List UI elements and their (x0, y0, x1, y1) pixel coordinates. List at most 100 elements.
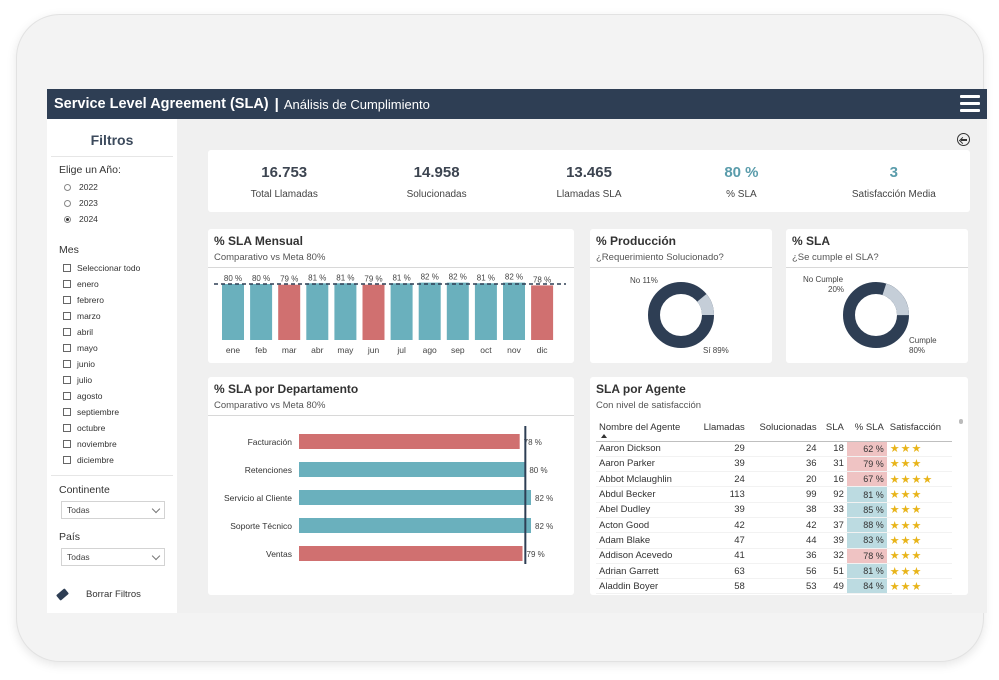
satisfaction-stars-icon: ★★★ (886, 502, 952, 518)
kpi-panel: 16.753 Total Llamadas 14.958 Solucionada… (208, 150, 970, 212)
production-card: % Producción ¿Requerimiento Solucionado?… (590, 229, 772, 363)
checkbox-icon (63, 408, 71, 416)
donut-label-si: Sí 89% (703, 346, 729, 355)
bar-value-label: 81 % (477, 273, 495, 282)
year-option-2024[interactable]: 2024 (47, 211, 177, 227)
donut-label-no: No Cumple (803, 275, 844, 284)
bar-dic (531, 285, 554, 340)
kpi-label: Satisfacción Media (851, 189, 936, 200)
calls-cell: 41 (694, 548, 748, 564)
column-header-sla[interactable]: SLA (825, 422, 844, 433)
agent-name-cell: Abel Dudley (596, 502, 694, 518)
production-donut-chart: No 11% Sí 89% (630, 276, 729, 355)
month-option[interactable]: Seleccionar todo (47, 260, 177, 276)
department-sla-card: % SLA por Departamento Comparativo vs Me… (208, 377, 574, 595)
monthly-sla-subtitle: Comparativo vs Meta 80% (214, 252, 326, 263)
back-arrow-icon[interactable] (957, 133, 970, 146)
month-option[interactable]: septiembre (47, 404, 177, 420)
month-option[interactable]: marzo (47, 308, 177, 324)
column-header-agent[interactable]: Nombre del Agente (596, 419, 694, 441)
country-dropdown[interactable]: Todas (61, 548, 165, 566)
bar-ene (222, 284, 244, 340)
table-row[interactable]: Adam Blake 47 44 39 83 % ★★★ (596, 532, 952, 549)
sla-cell: 31 (819, 456, 847, 473)
solved-cell: 24 (747, 441, 820, 457)
column-header-solved[interactable]: Solucionadas (759, 422, 817, 433)
bar-facturación (299, 434, 520, 449)
sla-donut-chart: No Cumple 20% Cumple 80% (803, 275, 937, 355)
year-option-2023[interactable]: 2023 (47, 195, 177, 211)
department-sla-chart: Facturación 78 % Retenciones 80 % Servicio a… (224, 426, 553, 564)
checkbox-icon (63, 312, 71, 320)
table-row[interactable]: Abel Dudley 39 38 33 85 % ★★★ (596, 502, 952, 518)
month-option[interactable]: agosto (47, 388, 177, 404)
calls-cell: 29 (694, 441, 748, 457)
month-option[interactable]: mayo (47, 340, 177, 356)
header-title: Service Level Agreement (SLA) (54, 96, 269, 112)
bar-value-label: 81 % (392, 273, 410, 282)
checkbox-icon (63, 280, 71, 288)
card-divider (590, 267, 772, 268)
month-option[interactable]: junio (47, 356, 177, 372)
chevron-down-icon (151, 551, 161, 560)
table-row[interactable]: Acton Good 42 42 37 88 % ★★★ (596, 517, 952, 534)
month-option[interactable]: abril (47, 324, 177, 340)
table-scrollbar[interactable] (959, 419, 963, 424)
header-separator: | (274, 95, 279, 113)
satisfaction-stars-icon: ★★★ (886, 548, 952, 564)
header-subtitle: Análisis de Cumplimiento (283, 96, 430, 112)
table-row[interactable]: Adrian Garrett 63 56 51 81 % ★★★ (596, 563, 952, 580)
x-tick-label: jun (367, 345, 380, 355)
table-row[interactable]: Aladdin Boyer 58 53 49 84 % ★★★ (596, 578, 952, 595)
x-tick-label: oct (480, 345, 492, 355)
y-tick-label: Facturación (248, 437, 293, 447)
production-subtitle: ¿Requerimiento Solucionado? (596, 252, 724, 263)
agent-name-cell: Abbot Mclaughlin (596, 471, 694, 488)
kpi-total-calls: 16.753 Total Llamadas (208, 150, 360, 212)
year-option-2022[interactable]: 2022 (47, 179, 177, 195)
sla-percent-cell: 81 % (846, 486, 887, 503)
solved-cell: 38 (747, 502, 820, 518)
bar-ventas (299, 546, 523, 561)
column-header-sla-percent[interactable]: % SLA (854, 422, 884, 433)
sla-cell: 32 (819, 548, 847, 564)
month-option-label: febrero (77, 295, 104, 305)
bar-retenciones (299, 462, 526, 477)
month-option-label: octubre (77, 423, 106, 433)
table-row[interactable]: Addison Acevedo 41 36 32 78 % ★★★ (596, 548, 952, 564)
x-tick-label: nov (507, 345, 521, 355)
month-option[interactable]: octubre (47, 420, 177, 436)
month-option-label: noviembre (77, 439, 117, 449)
continent-dropdown[interactable]: Todas (61, 501, 165, 519)
table-row[interactable]: Abbot Mclaughlin 24 20 16 67 % ★★★★ (596, 471, 952, 488)
month-option[interactable]: enero (47, 276, 177, 292)
month-option-label: mayo (77, 343, 98, 353)
column-header-calls[interactable]: Llamadas (703, 422, 745, 433)
table-row[interactable]: Aaron Dickson 29 24 18 62 % ★★★ (596, 441, 952, 457)
sla-cell: 92 (819, 486, 847, 503)
kpi-label: Total Llamadas (250, 189, 318, 200)
table-row[interactable]: Aaron Parker 39 36 31 79 % ★★★ (596, 456, 952, 473)
satisfaction-stars-icon: ★★★ (886, 441, 952, 457)
agent-name-cell: Aaron Dickson (596, 441, 694, 457)
table-row[interactable]: Abdul Becker 113 99 92 81 % ★★★ (596, 486, 952, 503)
satisfaction-stars-icon: ★★★ (886, 532, 952, 549)
month-option[interactable]: febrero (47, 292, 177, 308)
agent-name-cell: Adam Blake (596, 532, 694, 549)
agent-name-cell: Aladdin Boyer (596, 578, 694, 595)
hamburger-menu-icon[interactable] (960, 95, 980, 113)
calls-cell: 58 (694, 578, 748, 595)
agent-name-cell: Aaron Parker (596, 456, 694, 473)
column-header-satisfaction[interactable]: Satisfacción (889, 422, 942, 433)
bar-value-label: 78 % (524, 438, 542, 447)
bar-value-label: 82 % (535, 522, 553, 531)
country-filter-label: País (59, 531, 81, 543)
clear-filters-button[interactable]: Borrar Filtros (55, 588, 141, 601)
kpi-value: 16.753 (261, 164, 308, 181)
card-divider (786, 267, 968, 268)
bar-servicio-al-cliente (299, 490, 531, 505)
month-option[interactable]: diciembre (47, 452, 177, 468)
month-option[interactable]: noviembre (47, 436, 177, 452)
month-option[interactable]: julio (47, 372, 177, 388)
eraser-icon (56, 588, 69, 601)
